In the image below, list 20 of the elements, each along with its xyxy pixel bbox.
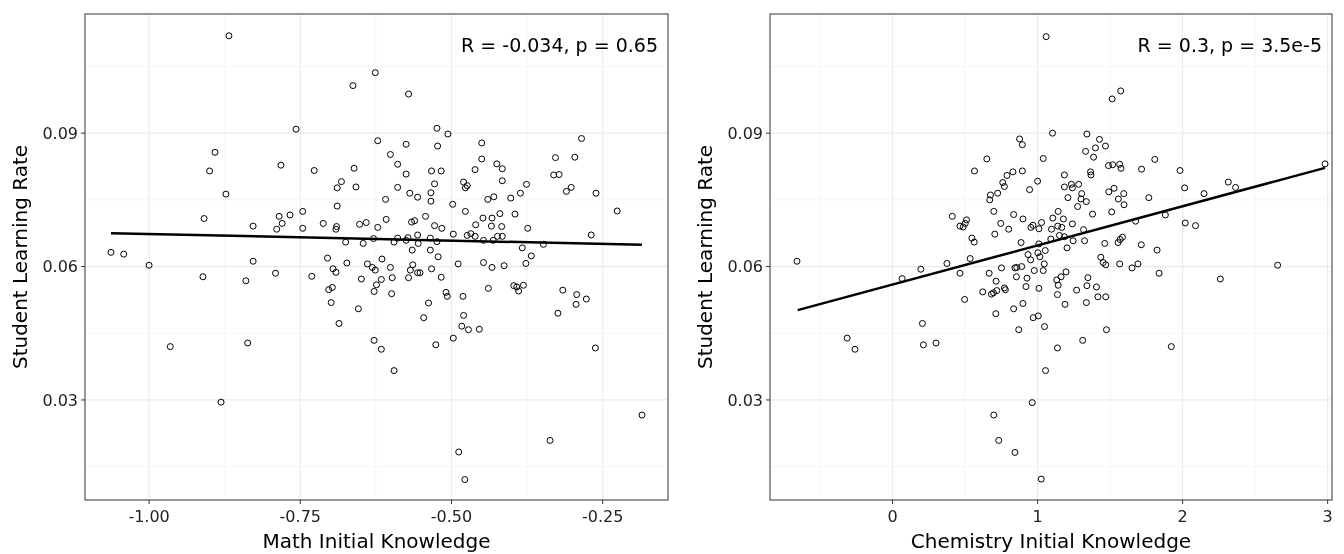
y-tick-label: 0.03 — [42, 390, 78, 410]
y-tick-label: 0.09 — [42, 123, 78, 143]
x-tick-label: -0.25 — [581, 507, 624, 526]
x-tick-label: -0.75 — [279, 507, 321, 526]
x-tick-label: 2 — [1177, 507, 1188, 526]
y-tick-label: 0.09 — [727, 123, 763, 143]
y-axis-title: Student Learning Rate — [8, 144, 32, 370]
y-tick-label: 0.06 — [727, 257, 763, 277]
y-tick-label: 0.06 — [42, 257, 78, 277]
annotation: R = -0.034, p = 0.65 — [461, 34, 658, 56]
x-tick-label: 3 — [1322, 507, 1333, 526]
x-tick-label: -1.00 — [128, 507, 170, 526]
x-axis-title: Math Initial Knowledge — [262, 529, 491, 553]
y-axis-title: Student Learning Rate — [693, 144, 717, 370]
annotation: R = 0.3, p = 3.5e-5 — [1137, 34, 1322, 56]
y-tick-label: 0.03 — [727, 390, 763, 410]
x-tick-label: 1 — [1032, 507, 1043, 526]
x-axis-title: Chemistry Initial Knowledge — [910, 529, 1192, 553]
x-tick-label: -0.50 — [430, 507, 473, 526]
x-tick-label: 0 — [887, 507, 898, 526]
